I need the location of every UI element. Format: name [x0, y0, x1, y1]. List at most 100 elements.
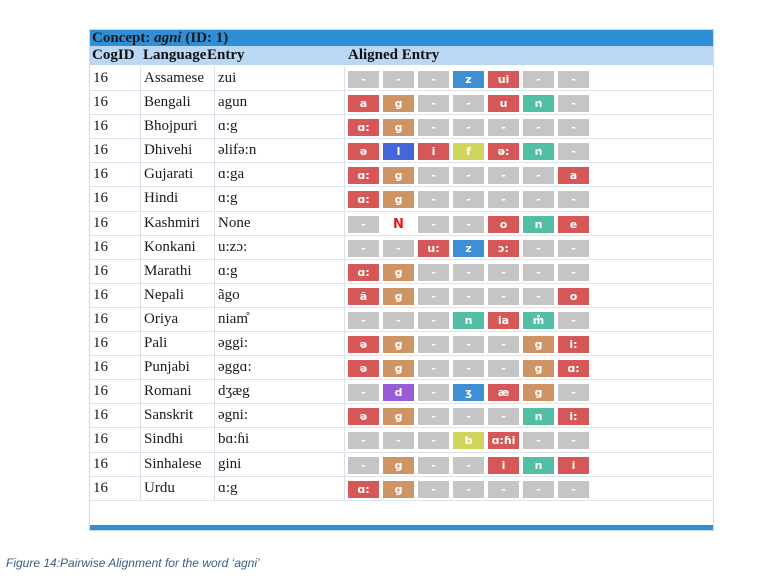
cogid-cell: 16: [90, 380, 141, 404]
aligned-segment: g: [383, 408, 414, 426]
aligned-segment: -: [348, 456, 379, 474]
aligned-segment: -: [348, 311, 379, 329]
table-row: 16 Punjabi əggɑ: ə g - - - g ɑ:: [90, 356, 713, 381]
aligned-segment: -: [558, 311, 589, 329]
aligned-segment: -: [453, 191, 484, 209]
aligned-segment: -: [523, 263, 554, 281]
language-cell: Urdu: [141, 476, 215, 500]
table-row: 16 Dhivehi əlifə:n ə l i f ə: n -: [90, 139, 713, 164]
aligned-segment: -: [558, 239, 589, 257]
table-row: 16 Assamese zui - - - z ui - -: [90, 67, 713, 92]
aligned-segment: -: [418, 119, 449, 137]
entry-cell: əgni:: [215, 404, 345, 428]
table-row: 16 Gujarati ɑ:ga ɑ: g - - - - a: [90, 163, 713, 188]
aligned-segment: g: [383, 336, 414, 354]
aligned-segment: -: [453, 480, 484, 498]
aligned-segment: u: [488, 95, 519, 113]
aligned-segment: g: [383, 480, 414, 498]
aligned-segment: -: [418, 456, 449, 474]
table-header: CogID Language Entry Aligned Entry: [90, 46, 713, 65]
aligned-segment: l: [383, 143, 414, 161]
aligned-segment: -: [453, 456, 484, 474]
aligned-segment: n: [523, 408, 554, 426]
aligned-segment: -: [523, 191, 554, 209]
aligned-segment: -: [418, 215, 449, 233]
cogid-cell: 16: [90, 259, 141, 283]
aligned-segment: ə: [348, 360, 379, 378]
aligned-segment: ɔ:: [488, 239, 519, 257]
entry-cell: gini: [215, 452, 345, 476]
aligned-segment: -: [523, 287, 554, 305]
aligned-segment: n: [523, 95, 554, 113]
aligned-segment: z: [453, 239, 484, 257]
language-cell: Nepali: [141, 283, 215, 307]
table-row: 16 Nepali ãgo ã g - - - - o: [90, 283, 713, 308]
aligned-segment: i: [558, 456, 589, 474]
language-cell: Marathi: [141, 259, 215, 283]
language-cell: Bhojpuri: [141, 115, 215, 139]
aligned-segment: -: [418, 360, 449, 378]
aligned-segment: -: [488, 360, 519, 378]
aligned-segment: -: [348, 432, 379, 450]
aligned-segment: -: [558, 143, 589, 161]
aligned-segment: a: [348, 95, 379, 113]
concept-title: Concept: agni (ID: 1): [90, 30, 713, 46]
entry-cell: əggɑ:: [215, 356, 345, 380]
aligned-segment: ɑ:: [348, 263, 379, 281]
aligned-segment: -: [453, 119, 484, 137]
aligned-segment: -: [453, 95, 484, 113]
aligned-segment: g: [523, 360, 554, 378]
aligned-segment: -: [418, 432, 449, 450]
aligned-segment: -: [488, 287, 519, 305]
entry-cell: u:zɔ:: [215, 235, 345, 259]
aligned-segment: -: [418, 408, 449, 426]
aligned-segment: b: [453, 432, 484, 450]
cogid-cell: 16: [90, 211, 141, 235]
aligned-segment: ɑ:: [348, 191, 379, 209]
aligned-segment: -: [383, 239, 414, 257]
aligned-segment: -: [348, 71, 379, 88]
language-cell: Kashmiri: [141, 211, 215, 235]
table-row: 16 Hindi ɑ:g ɑ: g - - - - -: [90, 187, 713, 212]
cogid-cell: 16: [90, 115, 141, 139]
entry-cell: None: [215, 211, 345, 235]
table-row: 16 Urdu ɑ:g ɑ: g - - - - -: [90, 476, 713, 501]
aligned-segment: -: [453, 167, 484, 185]
aligned-segment: -: [453, 215, 484, 233]
cogid-cell: 16: [90, 91, 141, 115]
entry-cell: əlifə:n: [215, 139, 345, 163]
aligned-segment: -: [488, 191, 519, 209]
language-cell: Sanskrit: [141, 404, 215, 428]
aligned-segment: -: [558, 432, 589, 450]
aligned-segment: ɑ:: [558, 360, 589, 378]
aligned-segment: o: [488, 215, 519, 233]
aligned-segment: -: [523, 239, 554, 257]
aligned-segment: ʒ: [453, 384, 484, 402]
table-row: 16 Pali əggi: ə g - - - g i:: [90, 332, 713, 357]
header-entry: Entry: [207, 47, 245, 63]
aligned-segment: -: [558, 119, 589, 137]
entry-cell: niam̊: [215, 307, 345, 331]
cogid-cell: 16: [90, 187, 141, 211]
aligned-segment: -: [383, 432, 414, 450]
entry-cell: zui: [215, 67, 345, 90]
table-row: 16 Sinhalese gini - g - - i n i: [90, 452, 713, 477]
cogid-cell: 16: [90, 235, 141, 259]
aligned-segment: -: [418, 480, 449, 498]
entry-cell: ɑ:g: [215, 187, 345, 211]
language-cell: Oriya: [141, 307, 215, 331]
language-cell: Hindi: [141, 187, 215, 211]
entry-cell: dʒæg: [215, 380, 345, 404]
aligned-segment: -: [418, 311, 449, 329]
figure-caption: Figure 14:Pairwise Alignment for the wor…: [6, 556, 260, 570]
aligned-segment: -: [418, 167, 449, 185]
aligned-segment: -: [418, 95, 449, 113]
entry-cell: ãgo: [215, 283, 345, 307]
language-cell: Romani: [141, 380, 215, 404]
cogid-cell: 16: [90, 307, 141, 331]
aligned-segment: -: [418, 191, 449, 209]
language-cell: Sindhi: [141, 428, 215, 452]
aligned-segment: -: [383, 311, 414, 329]
aligned-segment: g: [383, 95, 414, 113]
aligned-segment: -: [523, 167, 554, 185]
